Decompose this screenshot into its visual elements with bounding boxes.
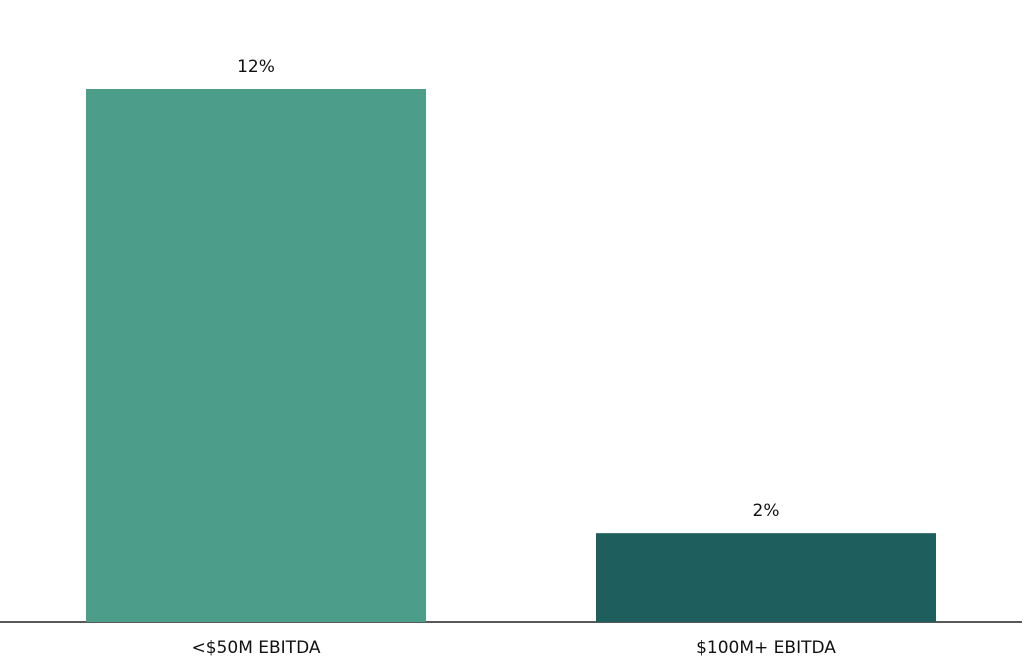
x-tick-label: $100M+ EBITDA [696, 638, 836, 658]
bar [596, 533, 936, 622]
x-tick-label: <$50M EBITDA [192, 638, 321, 658]
value-label: 2% [753, 501, 780, 521]
bar [86, 89, 426, 622]
value-label: 12% [237, 57, 275, 77]
